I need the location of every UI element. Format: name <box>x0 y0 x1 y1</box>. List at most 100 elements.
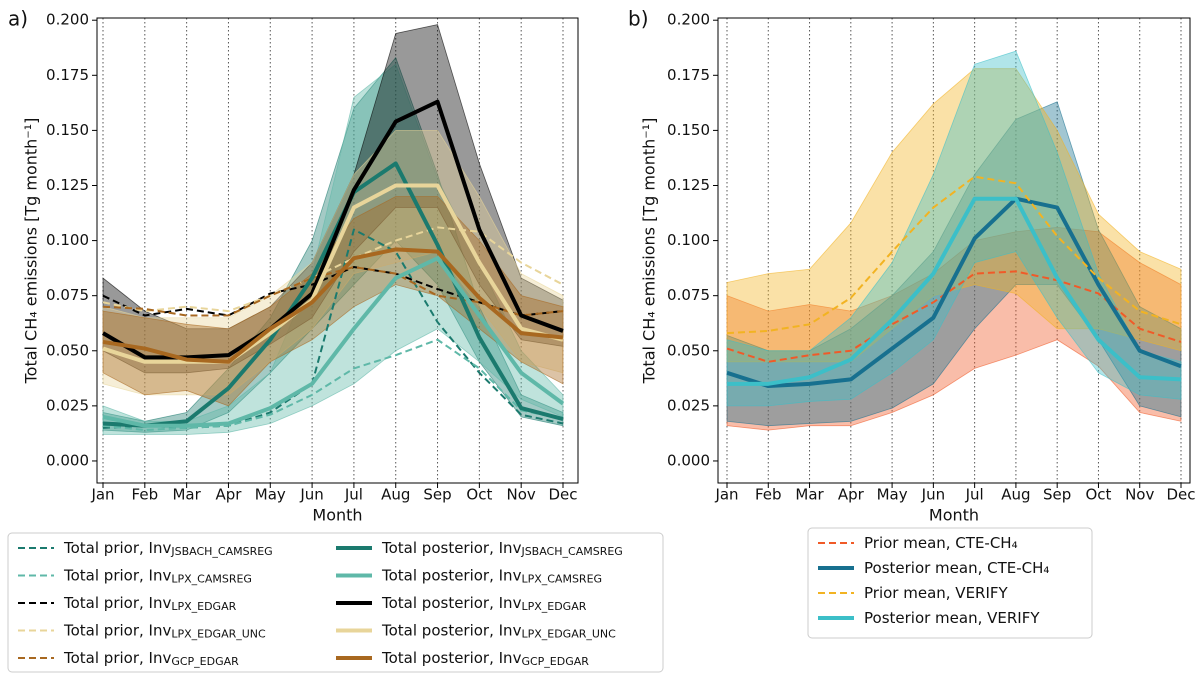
series-line <box>102 266 564 317</box>
legend-name: Posterior mean, VERIFY <box>864 609 1040 627</box>
legend-label: Total posterior, InvLPX_EDGAR <box>381 594 587 614</box>
x-tick-label: Mar <box>172 486 201 504</box>
x-tick-label: Feb <box>132 486 159 504</box>
series-line <box>102 183 564 364</box>
y-tick-label: 0.200 <box>46 11 89 29</box>
legend-label: Total posterior, InvLPX_CAMSREG <box>381 566 602 586</box>
legend-name: Prior mean, VERIFY <box>864 584 1009 602</box>
legend-subscript: LPX_CAMSREG <box>171 573 252 586</box>
x-tick-label: Apr <box>215 486 242 504</box>
series-line <box>726 175 1182 335</box>
x-tick-label: Dec <box>548 486 577 504</box>
legend-label: Total posterior, InvLPX_EDGAR_UNC <box>381 621 616 641</box>
y-tick-label: 0.050 <box>46 341 89 359</box>
legend-subscript: LPX_EDGAR_UNC <box>171 628 266 641</box>
legend-name: Total prior, Inv <box>63 594 171 612</box>
y-axis-label: Total CH₄ emissions [Tg month⁻¹] <box>640 118 659 385</box>
x-tick-label: Apr <box>838 486 865 504</box>
series-line <box>102 161 564 428</box>
y-axis-label: Total CH₄ emissions [Tg month⁻¹] <box>22 118 41 385</box>
legend-label: Total prior, InvJSBACH_CAMSREG <box>63 539 273 559</box>
legend-box <box>807 527 1093 639</box>
legend-label: Posterior mean, CTE-CH₄ <box>864 559 1049 577</box>
y-tick-label: 0.025 <box>667 396 710 414</box>
x-tick-label: Mar <box>795 486 824 504</box>
y-tick-label: 0.175 <box>46 66 89 84</box>
y-tick-label: 0.125 <box>46 176 89 194</box>
uncertainty-band <box>102 196 564 407</box>
y-tick-label: 0.150 <box>46 121 89 139</box>
x-tick-label: Jan <box>90 486 114 504</box>
x-tick-label: Oct <box>466 486 492 504</box>
legend-subscript: LPX_CAMSREG <box>521 573 602 586</box>
x-tick-label: Jul <box>344 486 363 504</box>
x-tick-label: Jun <box>299 486 323 504</box>
legend-label: Total prior, InvGCP_EDGAR <box>63 649 239 669</box>
x-tick-label: Aug <box>1001 486 1030 504</box>
x-tick-label: Sep <box>1043 486 1071 504</box>
x-axis-label: Month <box>929 506 979 525</box>
legend-name: Posterior mean, CTE-CH₄ <box>864 559 1049 577</box>
x-tick-label: Aug <box>381 486 410 504</box>
y-tick-label: 0.075 <box>46 286 89 304</box>
legend-name: Total posterior, Inv <box>381 621 522 639</box>
legend-label: Total prior, InvLPX_EDGAR <box>63 594 237 614</box>
x-tick-label: Feb <box>755 486 782 504</box>
uncertainty-band <box>726 50 1182 407</box>
legend-name: Total posterior, Inv <box>381 594 522 612</box>
series-line <box>726 196 1182 389</box>
legend-subscript: LPX_EDGAR <box>521 600 586 613</box>
plot-frame <box>96 17 579 484</box>
x-tick-label: Nov <box>1125 486 1154 504</box>
plot-frame <box>717 17 1191 484</box>
x-tick-label: Dec <box>1166 486 1195 504</box>
y-tick-label: 0.025 <box>46 396 89 414</box>
legend-label: Total posterior, InvGCP_EDGAR <box>381 649 589 669</box>
legend-label: Posterior mean, VERIFY <box>864 609 1040 627</box>
legend-name: Total prior, Inv <box>63 566 171 584</box>
series-line <box>102 226 564 313</box>
panel-label: a) <box>8 7 28 31</box>
series-line <box>102 338 564 432</box>
legend-label: Total posterior, InvJSBACH_CAMSREG <box>381 539 623 559</box>
legend-name: Prior mean, CTE-CH₄ <box>864 534 1018 552</box>
legend-name: Total prior, Inv <box>63 649 171 667</box>
uncertainty-band <box>726 68 1182 363</box>
y-tick-label: 0.175 <box>667 66 710 84</box>
legend-name: Total posterior, Inv <box>381 539 522 557</box>
series-line <box>102 247 564 364</box>
series-line <box>102 228 564 429</box>
x-tick-label: Nov <box>507 486 536 504</box>
legend-label: Total prior, InvLPX_EDGAR_UNC <box>63 621 266 641</box>
y-tick-label: 0.000 <box>46 451 89 469</box>
y-tick-label: 0.200 <box>667 11 710 29</box>
y-tick-label: 0.100 <box>46 231 89 249</box>
legend-name: Total posterior, Inv <box>381 566 522 584</box>
x-tick-label: Jun <box>921 486 945 504</box>
legend-box <box>7 532 664 673</box>
series-line <box>102 256 565 428</box>
legend-label: Prior mean, CTE-CH₄ <box>864 534 1018 552</box>
legend-name: Total prior, Inv <box>63 621 171 639</box>
y-tick-label: 0.000 <box>667 451 710 469</box>
x-tick-label: May <box>255 486 286 504</box>
legend-label: Total prior, InvLPX_CAMSREG <box>63 566 252 586</box>
legend-label: Prior mean, VERIFY <box>864 584 1009 602</box>
panel-label: b) <box>628 7 649 31</box>
y-tick-label: 0.150 <box>667 121 710 139</box>
legend-subscript: JSBACH_CAMSREG <box>520 545 622 558</box>
y-tick-label: 0.100 <box>667 231 710 249</box>
legend-name: Total posterior, Inv <box>381 649 522 667</box>
y-tick-label: 0.050 <box>667 341 710 359</box>
x-axis-label: Month <box>312 506 362 525</box>
legend-subscript: LPX_EDGAR <box>171 600 236 613</box>
y-tick-label: 0.075 <box>667 286 710 304</box>
x-tick-label: Oct <box>1085 486 1111 504</box>
x-tick-label: Jul <box>965 486 984 504</box>
legend-subscript: GCP_EDGAR <box>521 655 589 668</box>
y-tick-label: 0.125 <box>667 176 710 194</box>
legend-name: Total prior, Inv <box>63 539 171 557</box>
legend-subscript: LPX_EDGAR_UNC <box>521 628 616 641</box>
x-tick-label: Jan <box>714 486 738 504</box>
